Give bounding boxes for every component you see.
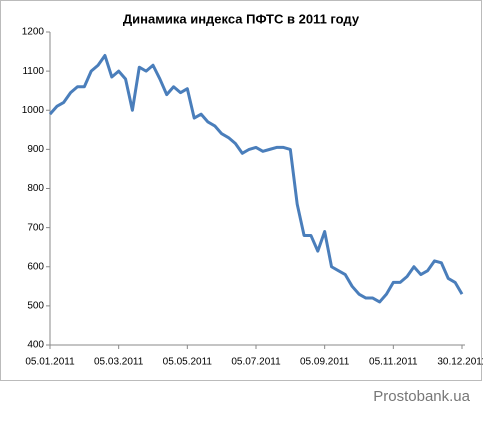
watermark: Prostobank.ua [373, 388, 470, 405]
x-tick-label: 05.07.2011 [231, 357, 281, 368]
x-tick-label: 05.01.2011 [25, 357, 75, 368]
y-tick-label: 400 [27, 340, 44, 351]
y-tick-label: 1100 [22, 66, 44, 77]
y-tick-label: 1000 [22, 105, 45, 116]
x-tick-label: 05.05.2011 [163, 357, 213, 368]
y-tick-label: 900 [27, 144, 44, 155]
x-tick-label: 05.03.2011 [94, 357, 144, 368]
y-tick-label: 1200 [22, 27, 45, 38]
chart-title: Динамика индекса ПФТС в 2011 году [123, 11, 360, 26]
y-tick-label: 800 [27, 183, 44, 194]
series-line [48, 53, 464, 304]
x-tick-label: 30.12.2011 [437, 357, 483, 368]
y-tick-label: 600 [27, 261, 44, 272]
chart-border [0, 0, 482, 381]
x-tick-label: 05.09.2011 [300, 357, 350, 368]
x-tick-label: 05.11.2011 [369, 357, 418, 368]
y-tick-label: 500 [27, 301, 44, 312]
y-tick-label: 700 [27, 222, 44, 233]
